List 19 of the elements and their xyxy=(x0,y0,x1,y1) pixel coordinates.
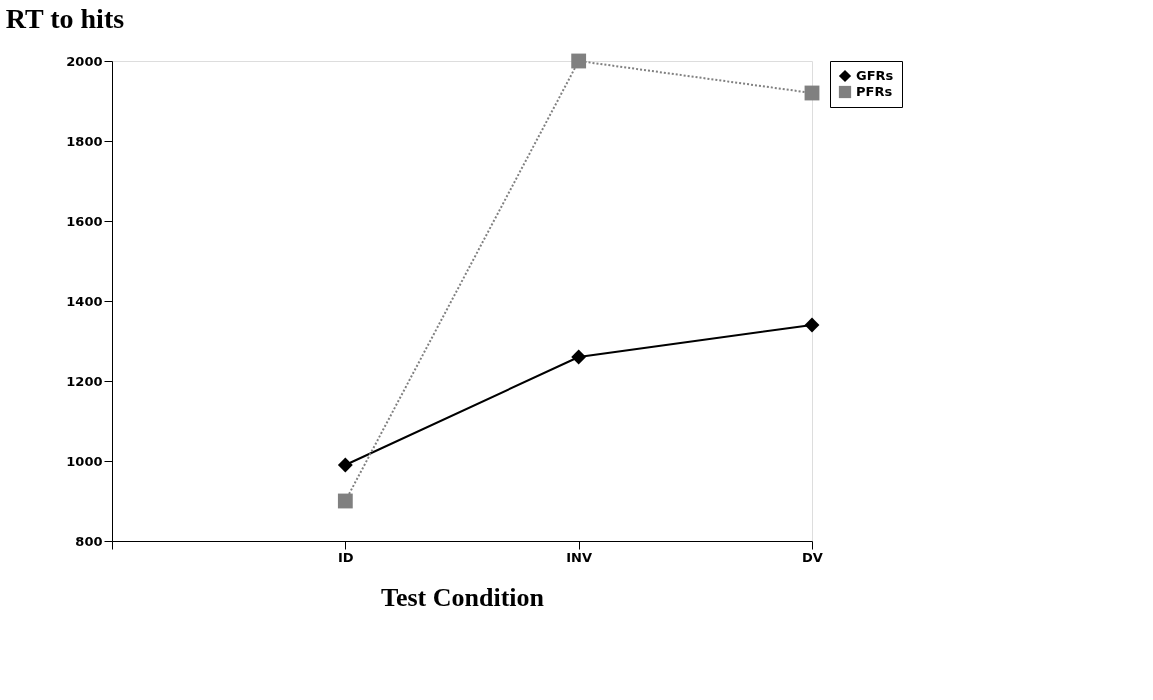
y-tick-label: 1400 xyxy=(66,293,103,309)
x-tick-label: DV xyxy=(802,549,823,565)
point xyxy=(571,53,587,69)
point xyxy=(571,349,587,365)
y-tick-label: 800 xyxy=(75,533,103,549)
legend-label: GFRs xyxy=(856,68,894,83)
x-tick-label: INV xyxy=(566,549,593,565)
y-tick-label: 1000 xyxy=(66,453,103,469)
x-axis-title: Test Condition xyxy=(380,582,545,612)
y-tick-label: 1200 xyxy=(66,373,103,389)
point xyxy=(337,493,353,509)
y-tick-label: 1600 xyxy=(66,213,103,229)
y-tick-label: 2000 xyxy=(66,53,103,69)
legend-label: PFRs xyxy=(856,84,893,99)
point xyxy=(804,317,820,333)
point xyxy=(337,457,353,473)
y-tick-label: 1800 xyxy=(66,133,103,149)
chart-title: RT to hits xyxy=(5,2,125,34)
x-tick-label: ID xyxy=(338,549,354,565)
